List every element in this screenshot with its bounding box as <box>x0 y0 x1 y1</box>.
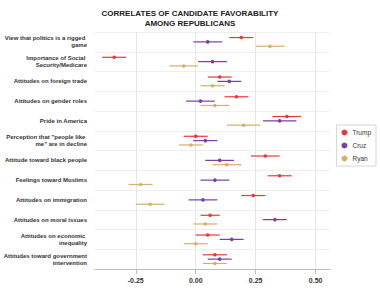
svg-text:intervention: intervention <box>51 260 87 266</box>
svg-text:AMONG REPUBLICANS: AMONG REPUBLICANS <box>145 19 236 28</box>
svg-text:Security/Medicare: Security/Medicare <box>36 62 88 68</box>
svg-text:inequality: inequality <box>59 240 88 246</box>
svg-text:Perception that "people like: Perception that "people like <box>6 134 87 140</box>
svg-text:Attitudes on gender roles: Attitudes on gender roles <box>14 98 87 104</box>
svg-text:0.25: 0.25 <box>249 277 263 284</box>
svg-text:me" are in decline: me" are in decline <box>35 141 87 147</box>
svg-text:0.50: 0.50 <box>309 277 323 284</box>
svg-text:Trump: Trump <box>352 129 371 137</box>
svg-text:Importance of Social: Importance of Social <box>26 55 87 61</box>
svg-text:Attitudes toward government: Attitudes toward government <box>4 253 87 259</box>
svg-text:Attitude toward black people: Attitude toward black people <box>5 157 88 163</box>
svg-text:Attitudes on foreign trade: Attitudes on foreign trade <box>14 78 88 84</box>
svg-text:Cruz: Cruz <box>352 142 366 149</box>
svg-text:Pride in America: Pride in America <box>40 118 88 124</box>
svg-text:0.00: 0.00 <box>189 277 203 284</box>
svg-text:Attitudes on economic: Attitudes on economic <box>21 233 87 239</box>
svg-text:-0.25: -0.25 <box>128 277 144 284</box>
svg-text:Attitudes on immigration: Attitudes on immigration <box>16 197 87 203</box>
svg-text:CORRELATES OF CANDIDATE FAVORA: CORRELATES OF CANDIDATE FAVORABILITY <box>102 9 280 18</box>
svg-text:Ryan: Ryan <box>352 155 368 163</box>
svg-text:View that politics is a rigged: View that politics is a rigged <box>5 35 87 41</box>
svg-text:Attitudes on moral issues: Attitudes on moral issues <box>14 217 88 223</box>
svg-text:game: game <box>71 42 87 48</box>
svg-text:Feelings toward Muslims: Feelings toward Muslims <box>16 177 88 183</box>
